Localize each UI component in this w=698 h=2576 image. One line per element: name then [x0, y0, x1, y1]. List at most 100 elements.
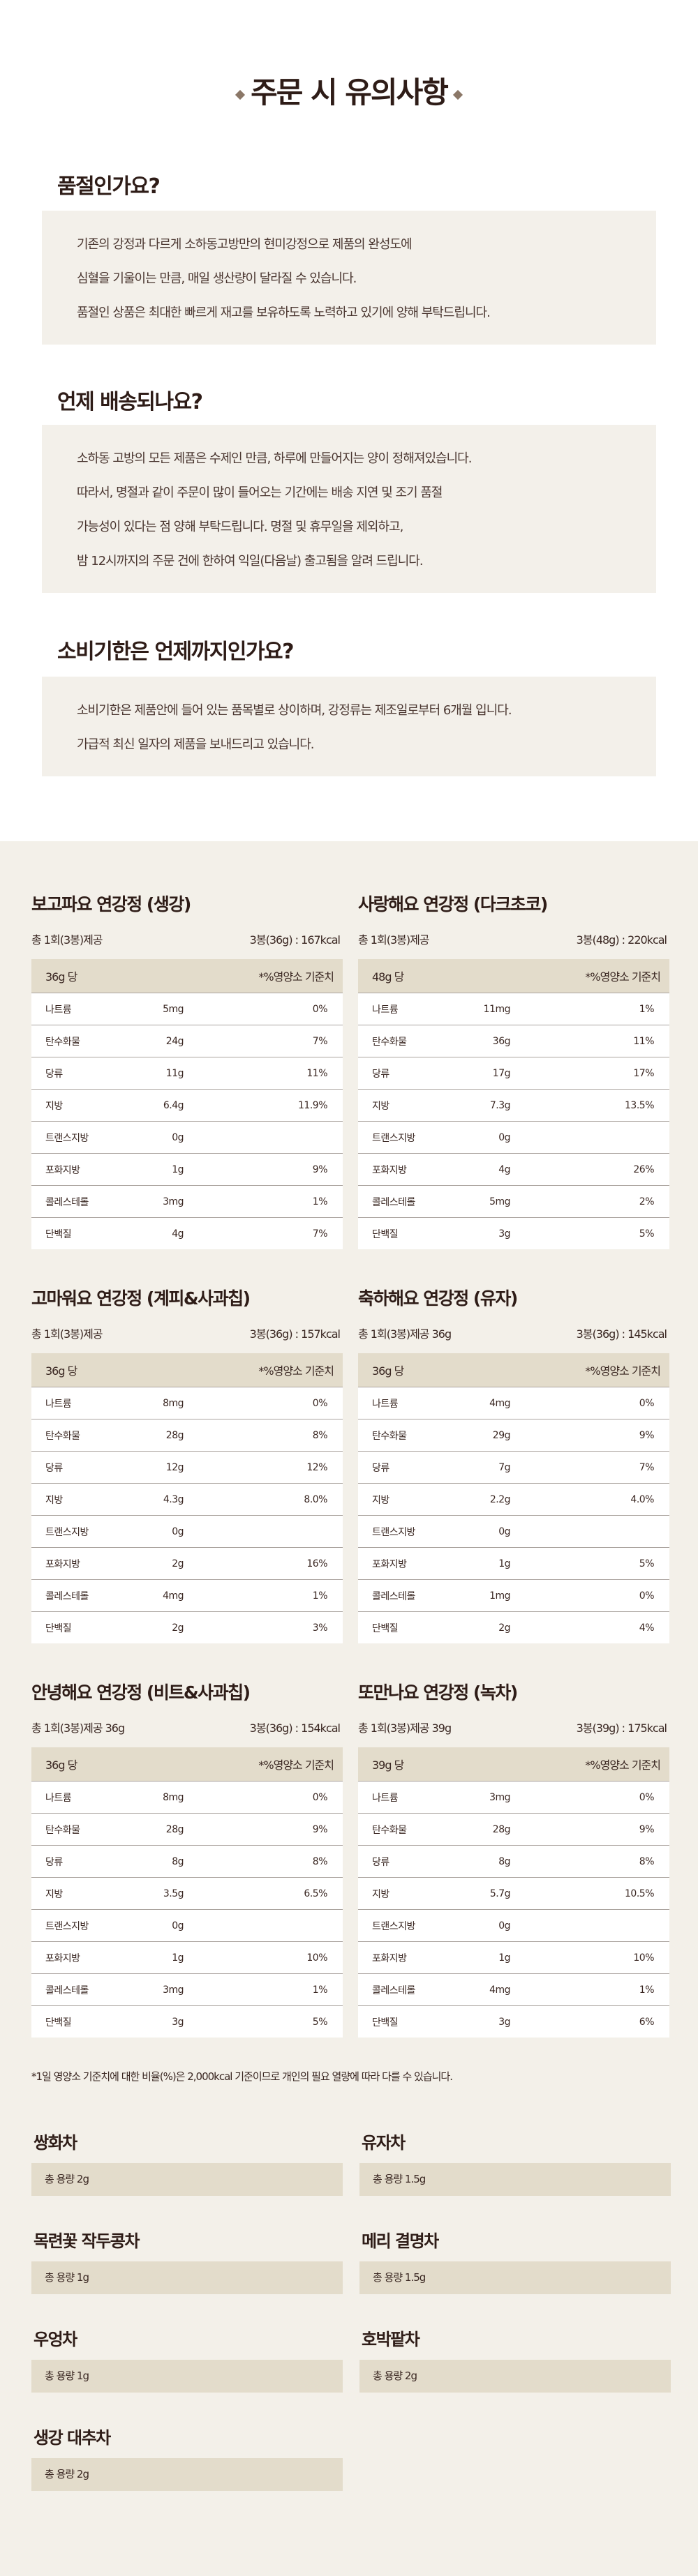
nutrition-row: 나트륨 3mg 0%	[358, 1781, 669, 1813]
product-nutrition-card: 보고파요 연강정 (생강) 총 1회(3봉)제공 3봉(36g) : 167kcal…	[31, 892, 343, 1249]
nutrition-row: 지방 3.5g 6.5%	[31, 1877, 343, 1909]
nutrient-amount: 4g	[498, 1163, 510, 1175]
nutrition-row: 나트륨 11mg 1%	[358, 993, 669, 1025]
nutrient-name: 지방	[372, 1100, 389, 1112]
nutrition-row: 나트륨 4mg 0%	[358, 1387, 669, 1419]
nutrition-row: 당류 7g 7%	[358, 1451, 669, 1483]
nutrient-amount: 4mg	[489, 1397, 510, 1409]
per-serving-label: 36g 당	[45, 970, 77, 984]
nutrition-row: 당류 8g 8%	[358, 1845, 669, 1877]
nutrition-table: 39g 당 *%영양소 기준치 나트륨 3mg 0% 탄수화물 28g 9% 당류 8g 8% 지방 5…	[358, 1747, 669, 2038]
nutrient-daily-value: 9%	[312, 1823, 328, 1835]
nutrient-amount: 28g	[492, 1823, 511, 1835]
product-name: 사랑해요 연강정 (다크초코)	[358, 894, 548, 914]
faq-answer-line: 소비기한은 제품안에 들어 있는 품목별로 상이하며, 강정류는 제조일로부터 …	[77, 703, 512, 718]
nutrient-amount: 1g	[172, 1952, 184, 1964]
serving-info: 총 1회(3봉)제공 39g 3봉(39g) : 175kcal	[358, 1719, 669, 1738]
tea-name: 우엉차	[34, 2330, 77, 2349]
nutrient-amount: 7.3g	[489, 1099, 511, 1111]
faq-question: 품절인가요?	[57, 174, 161, 199]
product-name: 또만나요 연강정 (녹차)	[358, 1682, 518, 1703]
nutrient-daily-value: 10%	[306, 1952, 327, 1964]
tea-amount: 총 용량 1g	[31, 2360, 343, 2393]
product-nutrition-card: 고마워요 연강정 (계피&사과칩) 총 1회(3봉)제공 3봉(36g) : 157…	[31, 1286, 343, 1643]
nutrition-row: 콜레스테롤 3mg 1%	[31, 1185, 343, 1217]
nutrient-daily-value: 3%	[312, 1622, 328, 1634]
nutrient-amount: 8mg	[163, 1791, 184, 1803]
nutrient-amount: 29g	[492, 1429, 511, 1441]
nutrition-row: 단백질 2g 4%	[358, 1611, 669, 1643]
nutrition-row: 지방 4.3g 8.0%	[31, 1483, 343, 1515]
nutrient-name: 단백질	[45, 1228, 72, 1240]
nutrient-name: 트랜스지방	[372, 1526, 415, 1538]
nutrient-name: 나트륨	[45, 1004, 72, 1016]
nutrition-table-header: 36g 당 *%영양소 기준치	[31, 1353, 343, 1387]
nutrient-name: 탄수화물	[372, 1430, 407, 1442]
nutrient-amount: 11g	[165, 1067, 184, 1079]
nutrient-name: 지방	[372, 1888, 389, 1900]
faq-answer-box: 소하동 고방의 모든 제품은 수제인 만큼, 하루에 만들어지는 양이 정해져있…	[42, 425, 656, 593]
nutrient-amount: 5mg	[489, 1196, 510, 1207]
faq-answer-line: 가급적 최신 일자의 제품을 보내드리고 있습니다.	[77, 737, 315, 752]
tea-amount: 총 용량 1.5g	[359, 2163, 671, 2196]
nutrient-daily-value: 1%	[312, 1984, 328, 1996]
per-serving-label: 39g 당	[372, 1758, 404, 1772]
nutrition-row: 콜레스테롤 3mg 1%	[31, 1973, 343, 2005]
daily-value-label: *%영양소 기준치	[585, 1364, 661, 1378]
order-notice-section: 주문 시 유의사항 품절인가요? 기존의 강정과 다르게 소하동고방만의 현미강정…	[0, 0, 698, 841]
nutrient-amount: 8g	[172, 1855, 184, 1867]
faq-answer-line: 기존의 강정과 다르게 소하동고방만의 현미강정으로 제품의 완성도에	[77, 237, 413, 252]
nutrition-table-header: 39g 당 *%영양소 기준치	[358, 1747, 669, 1781]
nutrient-name: 트랜스지방	[45, 1526, 89, 1538]
nutrition-row: 지방 6.4g 11.9%	[31, 1089, 343, 1121]
nutrient-amount: 36g	[492, 1035, 511, 1047]
nutrient-name: 단백질	[372, 1228, 399, 1240]
product-nutrition-card: 안녕해요 연강정 (비트&사과칩) 총 1회(3봉)제공 36g 3봉(36g) :…	[31, 1680, 343, 2038]
tea-name: 호박팥차	[362, 2330, 420, 2349]
serving-count: 총 1회(3봉)제공 36g	[31, 1722, 125, 1735]
nutrition-section: 보고파요 연강정 (생강) 총 1회(3봉)제공 3봉(36g) : 167kcal…	[0, 841, 698, 2576]
nutrient-amount: 2g	[498, 1622, 510, 1634]
nutrient-daily-value: 6%	[639, 2016, 655, 2028]
tea-name: 메리 결명차	[362, 2231, 439, 2251]
nutrient-daily-value: 9%	[639, 1823, 655, 1835]
nutrition-row: 단백질 2g 3%	[31, 1611, 343, 1643]
nutrient-name: 당류	[45, 1856, 63, 1868]
nutrient-amount: 8mg	[163, 1397, 184, 1409]
nutrition-row: 지방 7.3g 13.5%	[358, 1089, 669, 1121]
nutrient-amount: 3mg	[163, 1984, 184, 1996]
nutrient-amount: 7g	[498, 1461, 510, 1473]
nutrient-amount: 0g	[172, 1920, 184, 1931]
faq-question: 소비기한은 언제까지인가요?	[57, 640, 295, 664]
page-title-text: 주문 시 유의사항	[251, 75, 449, 110]
nutrient-name: 포화지방	[45, 1558, 80, 1570]
nutrient-amount: 12g	[165, 1461, 184, 1473]
daily-value-label: *%영양소 기준치	[585, 1758, 661, 1772]
nutrient-name: 단백질	[45, 1622, 72, 1634]
nutrient-daily-value: 0%	[312, 1003, 328, 1015]
nutrient-daily-value: 26%	[633, 1163, 654, 1175]
nutrient-name: 지방	[45, 1494, 63, 1506]
nutrient-name: 탄수화물	[45, 1824, 80, 1836]
nutrient-amount: 8g	[498, 1855, 510, 1867]
serving-count: 총 1회(3봉)제공	[358, 933, 430, 947]
product-name: 안녕해요 연강정 (비트&사과칩)	[31, 1682, 251, 1703]
faq-answer-line: 심혈을 기울이는 만큼, 매일 생산량이 달라질 수 있습니다.	[77, 271, 357, 286]
faq-item: 언제 배송되나요? 소하동 고방의 모든 제품은 수제인 만큼, 하루에 만들어지…	[42, 389, 656, 593]
nutrient-daily-value: 9%	[639, 1429, 655, 1441]
nutrient-name: 당류	[372, 1856, 389, 1868]
nutrient-amount: 0g	[172, 1131, 184, 1143]
nutrient-amount: 4mg	[489, 1984, 510, 1996]
nutrition-table: 48g 당 *%영양소 기준치 나트륨 11mg 1% 탄수화물 36g 11% 당류 17g 17…	[358, 959, 669, 1249]
nutrition-row: 콜레스테롤 5mg 2%	[358, 1185, 669, 1217]
nutrient-amount: 3g	[498, 1228, 510, 1240]
nutrition-row: 나트륨 8mg 0%	[31, 1387, 343, 1419]
nutrient-name: 트랜스지방	[45, 1920, 89, 1932]
calories: 3봉(36g) : 145kcal	[576, 1327, 667, 1341]
nutrient-name: 나트륨	[372, 1398, 399, 1410]
nutrition-row: 탄수화물 28g 8%	[31, 1419, 343, 1451]
faq-answer-line: 밤 12시까지의 주문 건에 한하여 익일(다음날) 출고됨을 알려 드립니다.	[77, 554, 424, 568]
tea-item: 목련꽃 작두콩차 총 용량 1g	[31, 2229, 343, 2294]
tea-name: 쌍화차	[34, 2133, 77, 2153]
